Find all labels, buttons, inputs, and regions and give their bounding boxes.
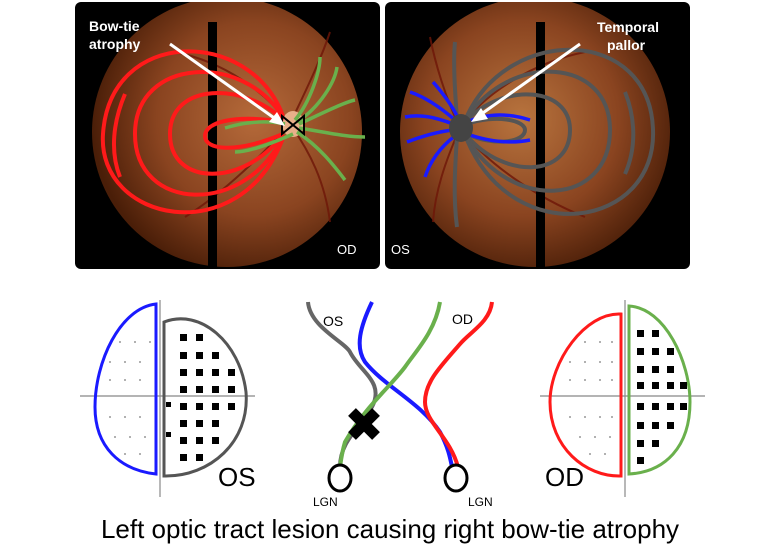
optic-disc	[449, 114, 473, 142]
annotation-line2: pallor	[607, 37, 646, 53]
annotation-line2: atrophy	[89, 36, 141, 52]
retina-disc	[400, 2, 670, 267]
field-dots	[569, 341, 613, 455]
fundus-os-image: Temporal pallor OS	[391, 2, 670, 269]
field-outline-nasal	[627, 304, 692, 476]
visual-pathway-diagram: OS OS OD LGN LGN	[80, 300, 705, 509]
visual-field-os: OS	[80, 300, 256, 497]
optic-pathway: OS OD LGN LGN	[306, 301, 494, 509]
pathway-od-label: OD	[452, 311, 473, 327]
od-temporal-fiber	[422, 301, 494, 468]
lgn-left-node	[327, 463, 353, 493]
annotation-arrow	[471, 42, 581, 122]
lesion-x-icon	[348, 408, 380, 440]
vertical-divider-bar	[536, 22, 545, 269]
annotation-line1: Bow-tie	[89, 18, 140, 34]
fundus-os-panel: Temporal pallor OS	[385, 2, 690, 269]
fundus-od-image: Bow-tie atrophy OD	[89, 2, 366, 269]
field-dots	[109, 341, 151, 455]
field-eye-label: OS	[218, 462, 256, 492]
annotation-line1: Temporal	[597, 19, 659, 35]
visual-field-od: OD	[540, 300, 705, 497]
os-nasal-fiber	[357, 301, 454, 468]
eye-label: OS	[391, 242, 410, 257]
field-eye-label: OD	[545, 462, 584, 492]
lgn-right-node	[443, 463, 469, 493]
field-outline-nasal	[93, 302, 158, 476]
figure-caption: Left optic tract lesion causing right bo…	[100, 514, 680, 544]
lgn-right-label: LGN	[468, 495, 493, 509]
blue-nerve-fibers	[404, 80, 531, 178]
od-nasal-fiber	[338, 301, 442, 468]
red-nerve-fibers	[100, 49, 285, 215]
retina-disc	[92, 2, 362, 267]
field-defect-squares	[166, 334, 235, 461]
field-outline-temporal	[162, 317, 248, 478]
pathway-os-label: OS	[323, 313, 343, 329]
field-defect-squares	[637, 330, 687, 464]
fundus-od-panel: Bow-tie atrophy OD	[75, 2, 380, 269]
eye-label: OD	[337, 242, 357, 257]
annotation-arrow	[169, 42, 285, 126]
field-outline-temporal	[548, 312, 623, 478]
lgn-left-label: LGN	[313, 495, 338, 509]
